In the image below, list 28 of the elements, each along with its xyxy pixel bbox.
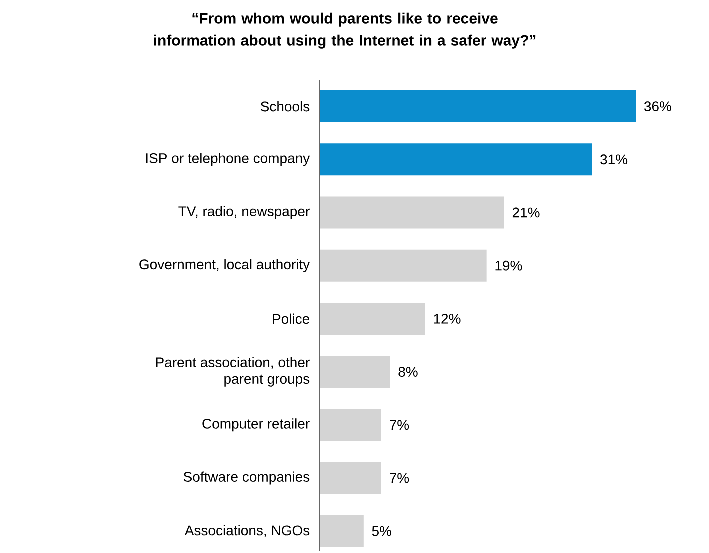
data-label: 19%: [496, 260, 522, 271]
data-label: 7%: [390, 473, 410, 484]
bar: [320, 515, 364, 548]
bar: [320, 90, 636, 123]
data-label: 7%: [390, 420, 410, 430]
data-label: 31%: [600, 154, 628, 165]
bar: [320, 462, 382, 494]
y-tick-label: ISP or telephone company: [146, 153, 310, 166]
bar: [320, 302, 426, 335]
bar: [320, 409, 382, 442]
y-tick-label: Schools: [260, 101, 310, 112]
data-label: 21%: [512, 208, 540, 218]
data-label: 8%: [398, 367, 418, 378]
bar: [320, 196, 504, 229]
y-tick-label: Police: [273, 314, 310, 324]
data-label: 5%: [372, 526, 392, 536]
bar: [320, 250, 487, 282]
chart-title: “From whom would parents like to receive information about using the Internet in a safer way?”: [154, 12, 536, 49]
y-tick-label: Parent association, other parent groups: [156, 357, 310, 387]
data-label: 12%: [434, 314, 461, 324]
bar: [320, 356, 390, 388]
y-tick-label: Government, local authority: [140, 259, 310, 272]
data-label: 36%: [644, 102, 672, 112]
y-tick-label: TV, radio, newspaper: [178, 206, 310, 220]
y-tick-label: Associations, NGOs: [184, 525, 310, 538]
bar: [320, 144, 592, 176]
y-tick-label: Computer retailer: [202, 418, 310, 432]
y-tick-label: Software companies: [184, 472, 310, 485]
